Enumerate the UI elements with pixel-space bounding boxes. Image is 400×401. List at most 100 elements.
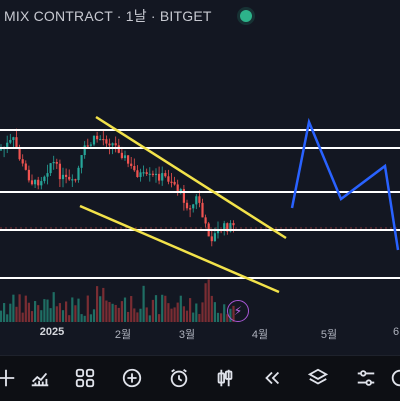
volume-bar [86,295,89,322]
volume-bar [105,300,108,322]
volume-bar [176,302,179,322]
candle-type-icon[interactable] [211,364,239,392]
volume-bar [0,310,3,322]
lightning-icon[interactable]: ⚡ [227,300,249,322]
layers-icon[interactable] [304,364,332,392]
candle [179,189,182,191]
candle [167,176,170,182]
volume-bar [6,314,9,322]
x-tick-label: 2월 [114,329,132,341]
candle [34,179,37,185]
time-axis[interactable]: 2025 2월 3월 4월 5월 6 [0,326,400,350]
candle [127,155,130,164]
volume-bar [223,304,226,322]
volume-bar [92,309,96,322]
candle [151,173,154,175]
candle [15,137,18,148]
candle [213,233,216,242]
x-tick-label: 2025 [39,326,65,338]
indicators-icon[interactable] [26,364,54,392]
candle [136,170,139,178]
chart-area[interactable]: MIX CONTRACT · 1날 · BITGET ⚡ 2025 2월 3월 … [0,0,400,355]
volume-bar [179,295,182,322]
volume-bar [142,285,145,322]
candle [105,139,108,144]
x-tick-label: 6 [392,326,400,338]
volume-bar [99,296,102,322]
x-tick-label: 5월 [320,329,338,341]
volume-bar [182,306,185,322]
x-tick-label: 3월 [178,329,196,341]
candle [9,139,12,143]
candle [68,176,71,180]
candle [6,142,9,148]
price-chart[interactable] [0,0,400,355]
projected-price-path [290,117,400,251]
volume-bar [198,313,201,322]
candle [74,179,77,181]
candle [24,163,27,170]
volume-bar [154,295,158,322]
chart-header: MIX CONTRACT · 1날 · BITGET [0,0,400,32]
volume-bar [65,301,68,322]
candle [96,135,99,140]
candle [111,143,114,146]
candle [108,143,111,146]
candle [216,229,220,234]
volume-bar [192,312,195,322]
candle [80,155,83,168]
volume-bar [151,299,154,322]
candle [185,202,189,209]
volume-bar [24,295,27,322]
volume-bar [71,297,74,322]
candle [161,173,164,181]
candle [37,179,40,186]
volume-bar [123,297,127,322]
candle [43,176,46,182]
candle [86,145,89,147]
channel-upper-trendline [95,115,287,240]
volume-bar [114,304,117,322]
volume-bar [74,305,77,322]
volume-bar [21,312,24,322]
add-icon[interactable] [118,364,146,392]
settings-sliders-icon[interactable] [352,364,380,392]
volume-bar [43,299,46,322]
candle [83,145,86,156]
volume-bar [133,308,136,322]
replay-icon[interactable] [258,364,286,392]
layout-grid-icon[interactable] [71,364,99,392]
candle [133,165,136,171]
volume-bar [164,295,167,322]
candle [195,196,198,205]
candle [158,173,161,181]
volume-bar [9,303,12,322]
alarm-clock-icon[interactable] [165,364,193,392]
candle [182,189,185,203]
candle [130,163,133,166]
candle [148,173,151,175]
volume-bar [167,303,170,322]
candle [145,172,148,174]
crosshair-icon[interactable] [0,364,20,392]
candle [170,181,173,183]
more-icon[interactable] [386,364,400,392]
candle [102,138,105,141]
candle [223,223,226,231]
volume-bar [127,311,130,322]
volume-bar [68,315,71,322]
volume-bar [201,302,204,322]
volume-bar [52,292,55,322]
candle [65,174,68,177]
candle [12,137,15,140]
candle [229,223,232,232]
volume-bar [18,294,21,322]
volume-bar [108,302,111,322]
candle [58,163,61,180]
volume-bar [12,294,15,322]
volume-bar [55,306,58,322]
volume-bar [80,314,83,322]
symbol-title[interactable]: MIX CONTRACT · 1날 · BITGET [4,8,212,24]
candle [0,149,3,151]
volume-bar [46,299,49,322]
